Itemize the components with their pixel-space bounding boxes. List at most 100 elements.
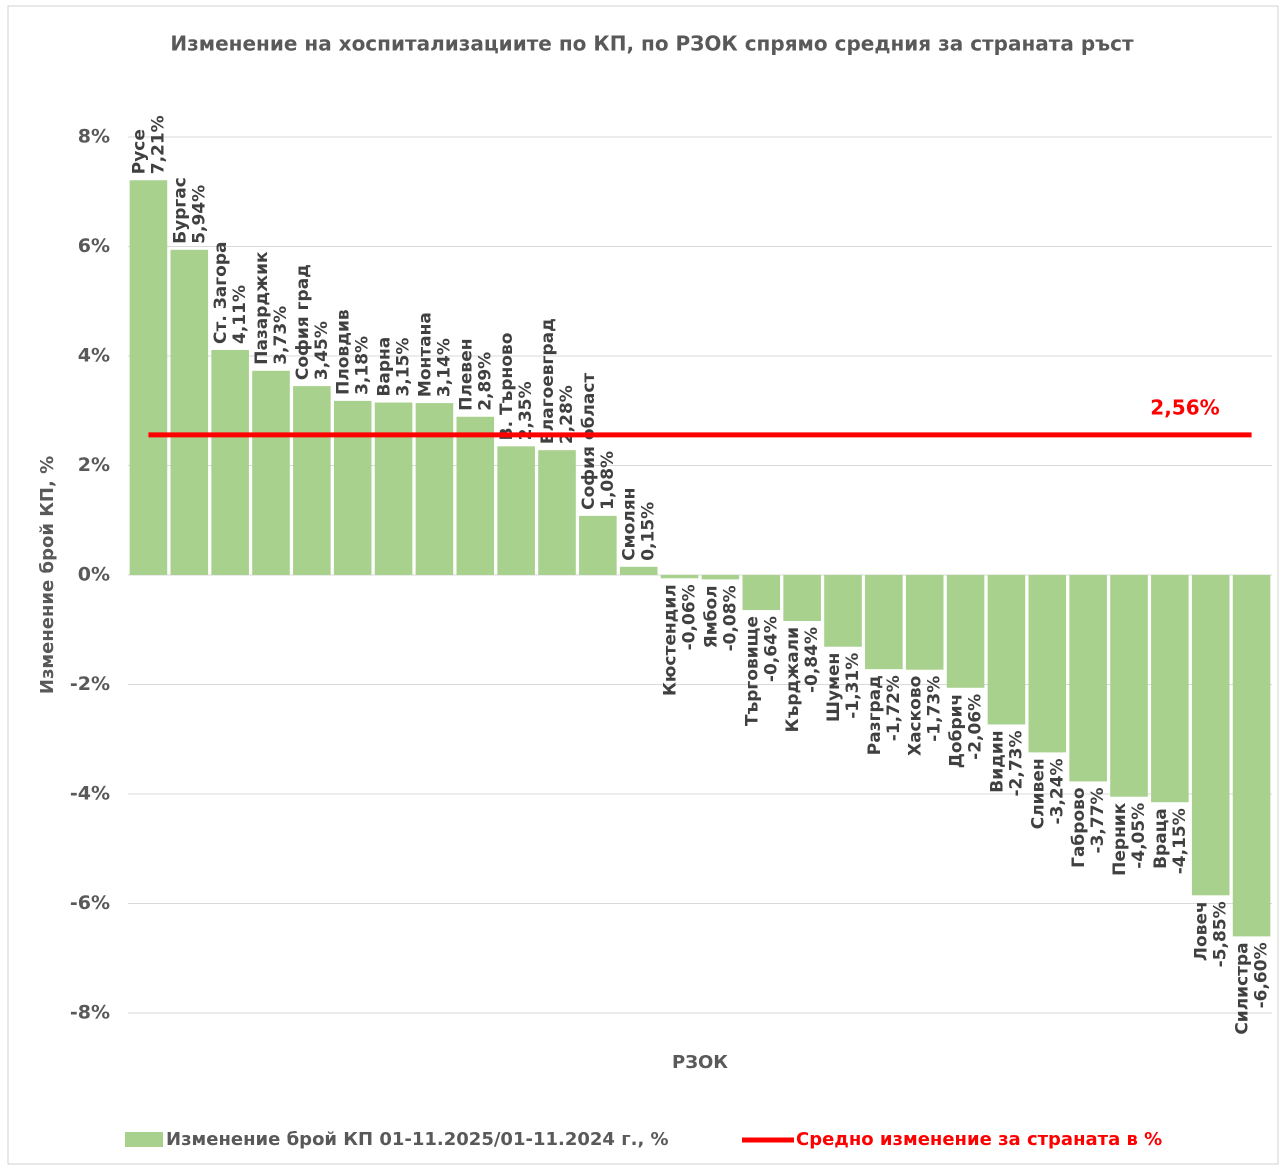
data-label-value: 3,45% bbox=[312, 321, 332, 380]
y-tick-label: 8% bbox=[78, 126, 110, 148]
data-label-value: -6,60% bbox=[1252, 942, 1272, 1008]
data-label-value: 2,28% bbox=[557, 385, 577, 444]
data-label-value: 5,94% bbox=[189, 185, 209, 244]
bar bbox=[170, 249, 209, 575]
data-label-value: 3,73% bbox=[271, 306, 291, 365]
data-label-value: 3,15% bbox=[394, 338, 414, 397]
data-label-category: Пазарджик bbox=[252, 251, 272, 365]
data-label-category: Плевен bbox=[456, 339, 476, 411]
data-label-category: Видин bbox=[987, 730, 1007, 792]
data-label-category: Кърджали bbox=[783, 627, 803, 732]
data-label-value: -3,24% bbox=[1047, 758, 1067, 824]
data-label-category: Хасково bbox=[906, 676, 926, 756]
chart-title: Изменение на хоспитализациите по КП, по … bbox=[170, 32, 1134, 56]
data-label-value: -3,77% bbox=[1088, 787, 1108, 853]
y-tick-label: 0% bbox=[78, 564, 110, 586]
data-label-value: 0,15% bbox=[639, 502, 659, 561]
data-label-category: Кюстендил bbox=[661, 584, 681, 696]
bar bbox=[1028, 575, 1067, 753]
data-label-value: -1,31% bbox=[843, 653, 863, 719]
bar bbox=[660, 575, 699, 579]
data-label-value: -4,05% bbox=[1129, 803, 1149, 869]
data-label-value: -2,06% bbox=[966, 694, 986, 760]
bar bbox=[333, 400, 372, 575]
data-label-category: София град bbox=[293, 264, 313, 380]
data-label-category: Търговище bbox=[742, 616, 762, 726]
x-axis-title: РЗОК bbox=[672, 1052, 728, 1073]
bar bbox=[538, 450, 576, 575]
data-label-category: Русе bbox=[129, 129, 149, 174]
y-axis-title: Изменение брой КП, % bbox=[37, 456, 58, 694]
data-label-category: Бургас bbox=[170, 177, 190, 244]
legend-label: Изменение брой КП 01-11.2025/01-11.2024 … bbox=[166, 1129, 669, 1150]
data-label-value: 2,89% bbox=[475, 352, 495, 411]
bar bbox=[497, 446, 535, 575]
bar bbox=[946, 575, 985, 688]
data-label-category: Варна bbox=[375, 337, 395, 397]
data-label-category: Смолян bbox=[620, 488, 640, 561]
bar bbox=[579, 515, 617, 575]
y-tick-label: 6% bbox=[78, 235, 110, 257]
data-label-category: София област bbox=[579, 373, 599, 510]
data-label-value: 3,18% bbox=[353, 336, 373, 395]
y-tick-label: 4% bbox=[78, 345, 110, 367]
chart-frame bbox=[7, 5, 1279, 1165]
data-label-value: 4,11% bbox=[230, 285, 250, 344]
y-tick-label: -4% bbox=[70, 783, 110, 805]
bar bbox=[865, 575, 903, 670]
bar bbox=[129, 180, 168, 575]
bar bbox=[783, 575, 821, 621]
bar bbox=[619, 566, 658, 575]
data-label-category: Перник bbox=[1110, 802, 1130, 876]
bar bbox=[742, 575, 781, 611]
data-label-category: Враца bbox=[1151, 808, 1171, 869]
data-label-value: -0,06% bbox=[680, 584, 700, 650]
bar bbox=[293, 386, 331, 575]
bar bbox=[1110, 575, 1148, 797]
bar bbox=[1191, 575, 1230, 896]
data-label-category: Добрич bbox=[947, 694, 967, 768]
y-tick-label: 2% bbox=[78, 454, 110, 476]
data-label-value: -4,15% bbox=[1170, 808, 1190, 874]
data-label-category: Ямбол bbox=[701, 585, 721, 648]
data-label-category: Ст. Загора bbox=[211, 242, 231, 344]
legend-label: Средно изменение за страната в % bbox=[796, 1129, 1162, 1150]
data-label-value: -0,08% bbox=[720, 585, 740, 651]
data-label-category: Сливен bbox=[1028, 758, 1048, 829]
y-tick-label: -2% bbox=[70, 673, 110, 695]
bar bbox=[1232, 575, 1271, 937]
reference-label: 2,56% bbox=[1150, 395, 1219, 419]
data-label-value: 2,35% bbox=[516, 381, 536, 440]
bar bbox=[987, 575, 1026, 725]
data-label-value: 3,14% bbox=[434, 338, 454, 397]
data-label-category: Разград bbox=[865, 675, 885, 755]
data-label-category: Шумен bbox=[824, 653, 844, 722]
bar bbox=[374, 402, 413, 575]
data-label-value: -0,64% bbox=[761, 616, 781, 682]
data-label-category: Пловдив bbox=[334, 309, 354, 395]
data-label-category: Ловеч bbox=[1192, 901, 1212, 961]
bar bbox=[252, 370, 290, 575]
bar bbox=[701, 575, 740, 580]
bar bbox=[824, 575, 862, 647]
data-label-value: -0,84% bbox=[802, 627, 822, 693]
data-label-category: Монтана bbox=[415, 312, 435, 397]
y-tick-label: -6% bbox=[70, 892, 110, 914]
data-label-category: В. Търново bbox=[497, 333, 517, 441]
data-label-category: Благоевград bbox=[538, 318, 558, 444]
bar bbox=[905, 575, 944, 670]
bar bbox=[1151, 575, 1189, 803]
data-label-category: Габрово bbox=[1069, 787, 1089, 867]
data-label-value: -5,85% bbox=[1211, 901, 1231, 967]
legend-swatch bbox=[125, 1132, 163, 1147]
bar bbox=[1069, 575, 1107, 782]
data-label-value: -1,72% bbox=[884, 675, 904, 741]
data-label-value: -1,73% bbox=[925, 676, 945, 742]
data-label-value: 1,08% bbox=[598, 451, 618, 510]
data-label-value: 7,21% bbox=[148, 115, 168, 174]
data-label-value: -2,73% bbox=[1006, 730, 1026, 796]
bar bbox=[211, 349, 249, 575]
bar bbox=[456, 416, 495, 575]
data-label-category: Силистра bbox=[1233, 942, 1253, 1034]
